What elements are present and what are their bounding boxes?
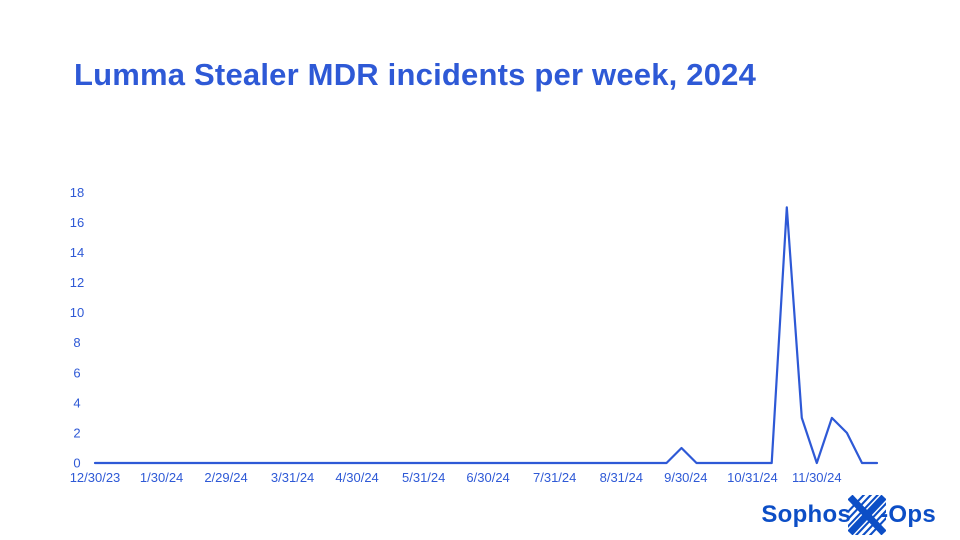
incidents-line-series xyxy=(93,206,879,465)
y-axis-tick-label: 12 xyxy=(70,275,84,290)
y-axis-tick-label: 10 xyxy=(70,305,84,320)
x-axis-tick-label: 1/30/24 xyxy=(140,470,183,485)
sophos-xops-logo: Sophos -Ops xyxy=(761,494,936,536)
y-axis-tick-label: 0 xyxy=(73,456,80,471)
y-axis-tick-label: 8 xyxy=(73,335,80,350)
chart-title: Lumma Stealer MDR incidents per week, 20… xyxy=(74,57,757,92)
y-axis-tick-label: 2 xyxy=(73,425,80,440)
x-axis-tick-label: 2/29/24 xyxy=(204,470,247,485)
x-axis-tick-label: 12/30/23 xyxy=(70,470,121,485)
x-axis-tick-label: 10/31/24 xyxy=(727,470,778,485)
y-axis-tick-label: 16 xyxy=(70,215,84,230)
x-axis-tick-label: 7/31/24 xyxy=(533,470,576,485)
y-axis-tick-label: 14 xyxy=(70,245,84,260)
x-axis-tick-label: 11/30/24 xyxy=(792,470,842,485)
x-axis-tick-label: 3/31/24 xyxy=(271,470,314,485)
ops-wordmark: -Ops xyxy=(880,501,936,528)
x-axis-tick-label: 4/30/24 xyxy=(335,470,378,485)
x-axis-tick-label: 6/30/24 xyxy=(466,470,509,485)
y-axis-tick-label: 6 xyxy=(73,365,80,380)
xops-x-icon xyxy=(848,495,887,535)
x-axis-tick-label: 8/31/24 xyxy=(600,470,643,485)
y-axis-tick-label: 18 xyxy=(70,185,84,200)
x-axis-tick-label: 5/31/24 xyxy=(402,470,445,485)
sophos-wordmark: Sophos xyxy=(761,501,852,528)
x-axis-tick-label: 9/30/24 xyxy=(664,470,707,485)
y-axis-tick-label: 4 xyxy=(73,395,80,410)
